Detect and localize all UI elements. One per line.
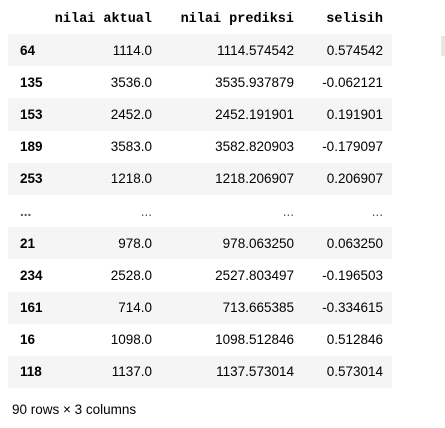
cell-selisih: -0.196503 [322,267,383,283]
row-index: 64 [20,42,36,58]
cell-selisih: 0.063250 [326,235,383,251]
row-index: 234 [20,267,43,283]
cell-selisih: 0.573014 [326,364,383,380]
row-index: 135 [20,74,43,90]
table-body: 64 1114.0 1114.574542 0.574542 135 3536.… [8,34,392,389]
cell-selisih: -0.062121 [322,74,383,90]
row-index: 16 [20,332,36,348]
column-header-nilai-aktual: nilai aktual [54,11,152,27]
cell-nilai-aktual: 1098.0 [110,332,152,348]
row-index: 118 [20,364,42,380]
table-row: 253 1218.0 1218.206907 0.206907 [8,162,392,195]
table-row: 135 3536.0 3535.937879 -0.062121 [8,66,392,98]
cell-nilai-aktual: 1137.0 [111,364,152,380]
table-row: 64 1114.0 1114.574542 0.574542 [8,34,392,67]
cell-nilai-prediksi: 713.665385 [222,300,294,316]
cell-nilai-aktual: 978.0 [118,235,152,251]
cell-nilai-prediksi: 2452.191901 [215,106,294,122]
table-row: 118 1137.0 1137.573014 0.573014 [8,355,392,389]
table-row: 21 978.0 978.063250 0.063250 [8,227,392,260]
column-header-nilai-prediksi: nilai prediksi [180,11,294,27]
table-row: 234 2528.0 2527.803497 -0.196503 [8,259,392,291]
cell-nilai-prediksi: 1218.206907 [215,171,294,187]
cell-selisih: -0.179097 [322,139,383,155]
cell-nilai-prediksi: 1137.573014 [216,364,294,380]
cell-nilai-prediksi: 1114.574542 [217,42,294,58]
cell-nilai-aktual: 3536.0 [110,74,152,90]
table-row: 16 1098.0 1098.512846 0.512846 [8,324,392,356]
cell-nilai-prediksi: 3582.820903 [215,139,294,155]
row-index: ... [20,203,32,219]
table-row: 189 3583.0 3582.820903 -0.179097 [8,131,392,163]
column-header-selisih: selisih [326,11,383,27]
row-index: 21 [20,235,36,251]
row-index: 153 [20,106,43,122]
index-header [8,4,52,34]
cell-nilai-prediksi: 978.063250 [222,235,294,251]
cell-nilai-aktual: 1114.0 [112,42,152,58]
cell-nilai-aktual: 3583.0 [110,139,152,155]
cell-selisih: 0.206907 [326,171,383,187]
cell-nilai-aktual: 2528.0 [110,267,152,283]
dataframe-table: nilai aktual nilai prediksi selisih 64 1… [8,4,392,389]
cell-nilai-prediksi: ... [282,203,294,219]
row-index: 253 [20,171,43,187]
table-row: 153 2452.0 2452.191901 0.191901 [8,98,392,131]
cell-nilai-aktual: 714.0 [118,300,152,316]
row-index: 189 [20,139,43,155]
cell-selisih: 0.191901 [326,106,383,122]
scroll-edge-marker [441,36,445,56]
header-row: nilai aktual nilai prediksi selisih [8,4,392,34]
row-index: 161 [20,300,43,316]
dataframe-shape-caption: 90 rows × 3 columns [12,402,137,417]
cell-selisih: -0.334615 [322,300,383,316]
cell-nilai-prediksi: 2527.803497 [215,267,294,283]
cell-selisih: ... [371,203,383,219]
cell-selisih: 0.574542 [326,42,383,58]
cell-nilai-aktual: 1218.0 [110,171,152,187]
cell-nilai-prediksi: 3535.937879 [215,74,294,90]
ellipsis-row: ... ... ... ... [8,195,392,227]
cell-nilai-prediksi: 1098.512846 [215,332,294,348]
cell-nilai-aktual: ... [140,203,152,219]
cell-selisih: 0.512846 [326,332,383,348]
table-header: nilai aktual nilai prediksi selisih [8,4,392,34]
table-row: 161 714.0 713.665385 -0.334615 [8,291,392,324]
cell-nilai-aktual: 2452.0 [110,106,152,122]
